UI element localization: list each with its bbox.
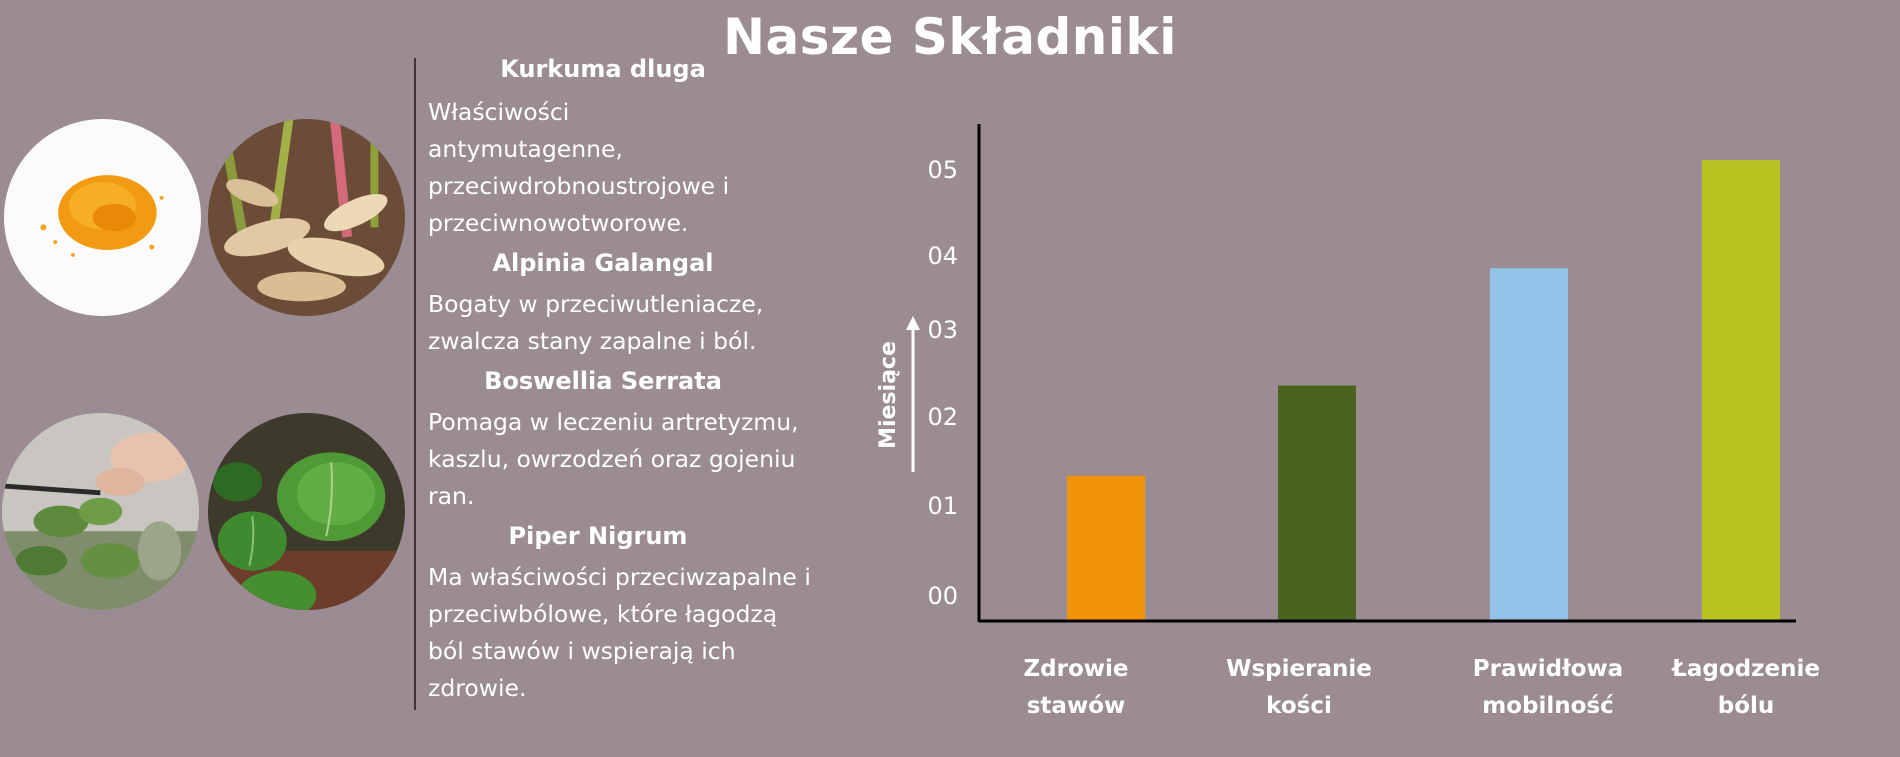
x-category-label: Prawidłowa mobilność [1473, 656, 1623, 719]
ingredient-name: Piper Nigrum [508, 522, 688, 550]
ingredient-description: Właściwości antymutagenne, przeciwdrobno… [428, 98, 730, 237]
ingredient-item: Piper Nigrum Ma właściwości przeciwzapal… [428, 519, 818, 707]
x-category-label: Zdrowie stawów [1023, 656, 1128, 719]
page-title: Nasze Składniki [723, 8, 1177, 66]
ingredient-item: Alpinia Galangal Bogaty w przeciwutlenia… [428, 246, 818, 360]
ingredient-description: Ma właściwości przeciwzapalne i przeciwb… [428, 563, 811, 702]
ingredient-item: Kurkuma dluga Właściwości antymutagenne,… [428, 52, 818, 242]
y-tick-label: 02 [927, 403, 958, 431]
ingredient-description: Pomaga w leczeniu artretyzmu, kaszlu, ow… [428, 408, 799, 510]
betel-leaf-image [208, 413, 405, 610]
y-tick-label: 01 [927, 492, 958, 520]
turmeric-powder-image [4, 119, 201, 316]
bar [1490, 268, 1568, 620]
y-tick-label: 05 [927, 156, 958, 184]
y-tick-label: 04 [927, 242, 958, 270]
y-tick-label: 00 [927, 582, 958, 610]
bar [1702, 160, 1780, 620]
ingredient-name: Alpinia Galangal [492, 249, 714, 277]
bar [1278, 385, 1356, 620]
ingredient-name: Kurkuma dluga [500, 55, 706, 83]
bar [1067, 475, 1145, 620]
vertical-divider [414, 58, 416, 710]
x-category-label: Łagodzenie bólu [1670, 656, 1820, 719]
y-axis-label: Miesiące [876, 341, 901, 449]
ingredients-list: Kurkuma dluga Właściwości antymutagenne,… [428, 52, 818, 711]
y-tick-label: 03 [927, 316, 958, 344]
ingredient-description: Bogaty w przeciwutleniacze, zwalcza stan… [428, 290, 764, 355]
x-category-label: Wspieranie kości [1226, 656, 1372, 719]
arrow-up-icon [906, 316, 920, 330]
ingredient-name: Boswellia Serrata [484, 367, 722, 395]
ingredient-item: Boswellia Serrata Pomaga w leczeniu artr… [428, 364, 818, 515]
